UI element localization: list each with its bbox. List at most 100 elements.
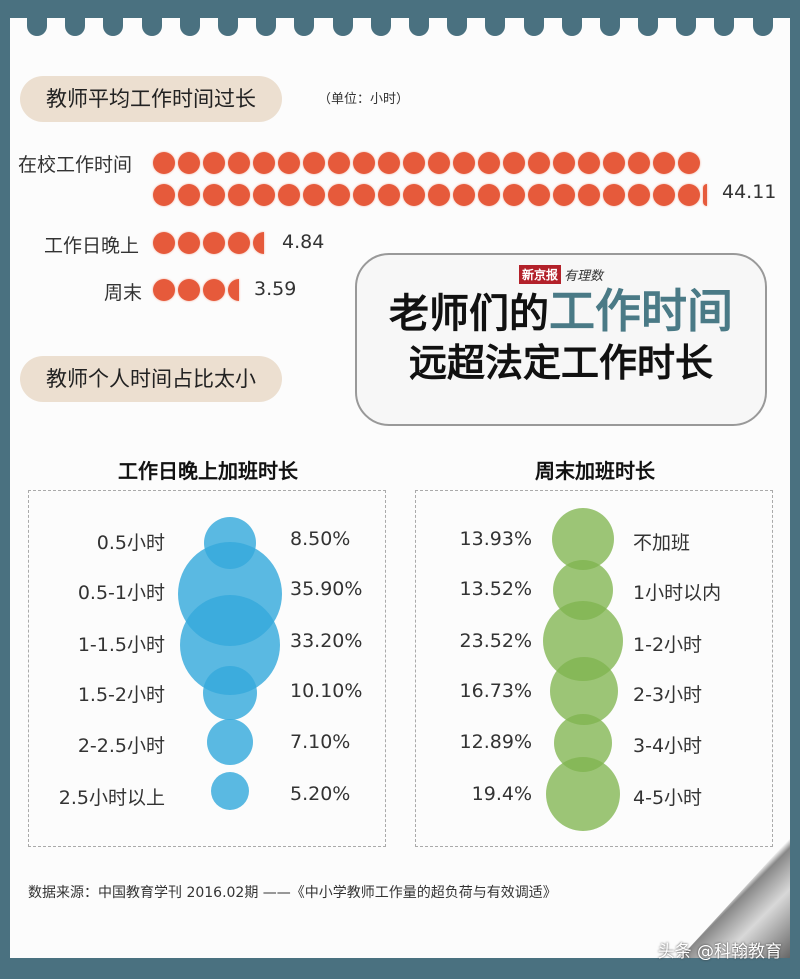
- hour-dot: [203, 279, 225, 301]
- hour-dot: [278, 152, 300, 174]
- left-label-5: 2.5小时以上: [58, 787, 165, 809]
- hour-dot: [378, 184, 400, 206]
- hour-dot: [178, 152, 200, 174]
- hour-dot: [578, 152, 600, 174]
- title-line-2: 远超法定工作时长: [408, 341, 713, 385]
- hour-dot: [578, 184, 600, 206]
- hour-dot: [678, 184, 700, 206]
- left-label-0: 0.5小时: [96, 532, 165, 554]
- hour-dot: [653, 152, 675, 174]
- hour-dot: [303, 184, 325, 206]
- right-label-5: 4-5小时: [633, 787, 703, 809]
- hour-dot: [528, 184, 550, 206]
- brand-logo: 新京报 有理数: [518, 265, 603, 284]
- right-value-1: 13.52%: [459, 578, 532, 600]
- hour-dot: [428, 184, 450, 206]
- bubble-right-0: [552, 508, 614, 570]
- right-value-0: 13.93%: [459, 528, 532, 550]
- bubble-left-5: [211, 772, 249, 810]
- row-label-weekend: 周末: [104, 282, 143, 304]
- left-value-2: 33.20%: [290, 630, 363, 652]
- right-value-5: 19.4%: [471, 783, 532, 805]
- hour-dot: [153, 232, 175, 254]
- hour-dot: [228, 184, 250, 206]
- hour-dot: [553, 184, 575, 206]
- hour-dot: [203, 152, 225, 174]
- right-value-2: 23.52%: [459, 630, 532, 652]
- hour-dot: [328, 184, 350, 206]
- hour-dot: [403, 184, 425, 206]
- hour-dot: [428, 152, 450, 174]
- hour-dot: [478, 152, 500, 174]
- hour-dot: [628, 184, 650, 206]
- right-label-0: 不加班: [633, 532, 691, 554]
- hour-dot: [153, 184, 175, 206]
- hour-dot: [153, 152, 175, 174]
- hour-dot: [178, 232, 200, 254]
- row-label-school: 在校工作时间: [18, 154, 133, 176]
- left-label-1: 0.5-1小时: [77, 582, 165, 604]
- data-source: 数据来源：中国教育学刊 2016.02期 ——《中小学教师工作量的超负荷与有效调…: [28, 885, 557, 901]
- hour-dot: [453, 184, 475, 206]
- right-label-3: 2-3小时: [633, 684, 703, 706]
- hour-dot: [178, 279, 200, 301]
- left-label-2: 1-1.5小时: [77, 634, 165, 656]
- left-value-1: 35.90%: [290, 578, 363, 600]
- left-chart-panel: [28, 490, 386, 847]
- brand-box: 新京报: [518, 265, 561, 284]
- left-value-5: 5.20%: [290, 783, 351, 805]
- left-value-4: 7.10%: [290, 731, 351, 753]
- dots-row-weekend: [153, 279, 242, 301]
- paper-background: [10, 18, 790, 958]
- hour-dot: [153, 279, 175, 301]
- hour-dot: [503, 184, 525, 206]
- hour-dot: [553, 152, 575, 174]
- bubble-right-3: [550, 657, 618, 725]
- partial-hour-dot: [228, 279, 239, 301]
- hour-dot: [203, 232, 225, 254]
- hour-dot: [603, 152, 625, 174]
- dots-row-school-2: [153, 184, 710, 206]
- right-value-3: 16.73%: [459, 680, 532, 702]
- title-card: 新京报 有理数 老师们的工作时间 远超法定工作时长: [355, 253, 767, 426]
- right-label-4: 3-4小时: [633, 735, 703, 757]
- hour-dot: [503, 152, 525, 174]
- hour-dot: [278, 184, 300, 206]
- title-prefix: 老师们的: [389, 291, 549, 337]
- hour-dot: [603, 184, 625, 206]
- hour-dot: [353, 152, 375, 174]
- bubble-left-4: [207, 719, 253, 765]
- notebook-holes: [10, 12, 790, 36]
- hour-dot: [178, 184, 200, 206]
- left-label-3: 1.5-2小时: [77, 684, 165, 706]
- hour-dot: [228, 152, 250, 174]
- title-line-1: 老师们的工作时间: [357, 286, 765, 339]
- partial-hour-dot: [703, 184, 707, 206]
- hour-dot: [403, 152, 425, 174]
- left-value-0: 8.50%: [290, 528, 351, 550]
- hour-dot: [253, 184, 275, 206]
- left-chart-title: 工作日晚上加班时长: [118, 459, 298, 483]
- watermark: 头条 @科翰教育: [657, 942, 782, 962]
- hour-dot: [253, 152, 275, 174]
- dots-row-evening: [153, 232, 267, 254]
- section-pill-work-hours: 教师平均工作时间过长: [20, 76, 282, 122]
- value-evening: 4.84: [282, 231, 325, 253]
- hour-dot: [378, 152, 400, 174]
- hour-dot: [328, 152, 350, 174]
- right-label-2: 1-2小时: [633, 634, 703, 656]
- right-label-1: 1小时以内: [633, 582, 722, 604]
- section-pill-personal-time: 教师个人时间占比太小: [20, 356, 282, 402]
- value-school: 44.11: [722, 181, 777, 203]
- unit-label: （单位：小时）: [318, 92, 410, 107]
- hour-dot: [528, 152, 550, 174]
- hour-dot: [228, 232, 250, 254]
- right-value-4: 12.89%: [459, 731, 532, 753]
- hour-dot: [653, 184, 675, 206]
- left-label-4: 2-2.5小时: [77, 735, 165, 757]
- row-label-evening: 工作日晚上: [44, 235, 140, 257]
- title-highlight: 工作时间: [549, 284, 733, 338]
- hour-dot: [678, 152, 700, 174]
- hour-dot: [453, 152, 475, 174]
- hour-dot: [628, 152, 650, 174]
